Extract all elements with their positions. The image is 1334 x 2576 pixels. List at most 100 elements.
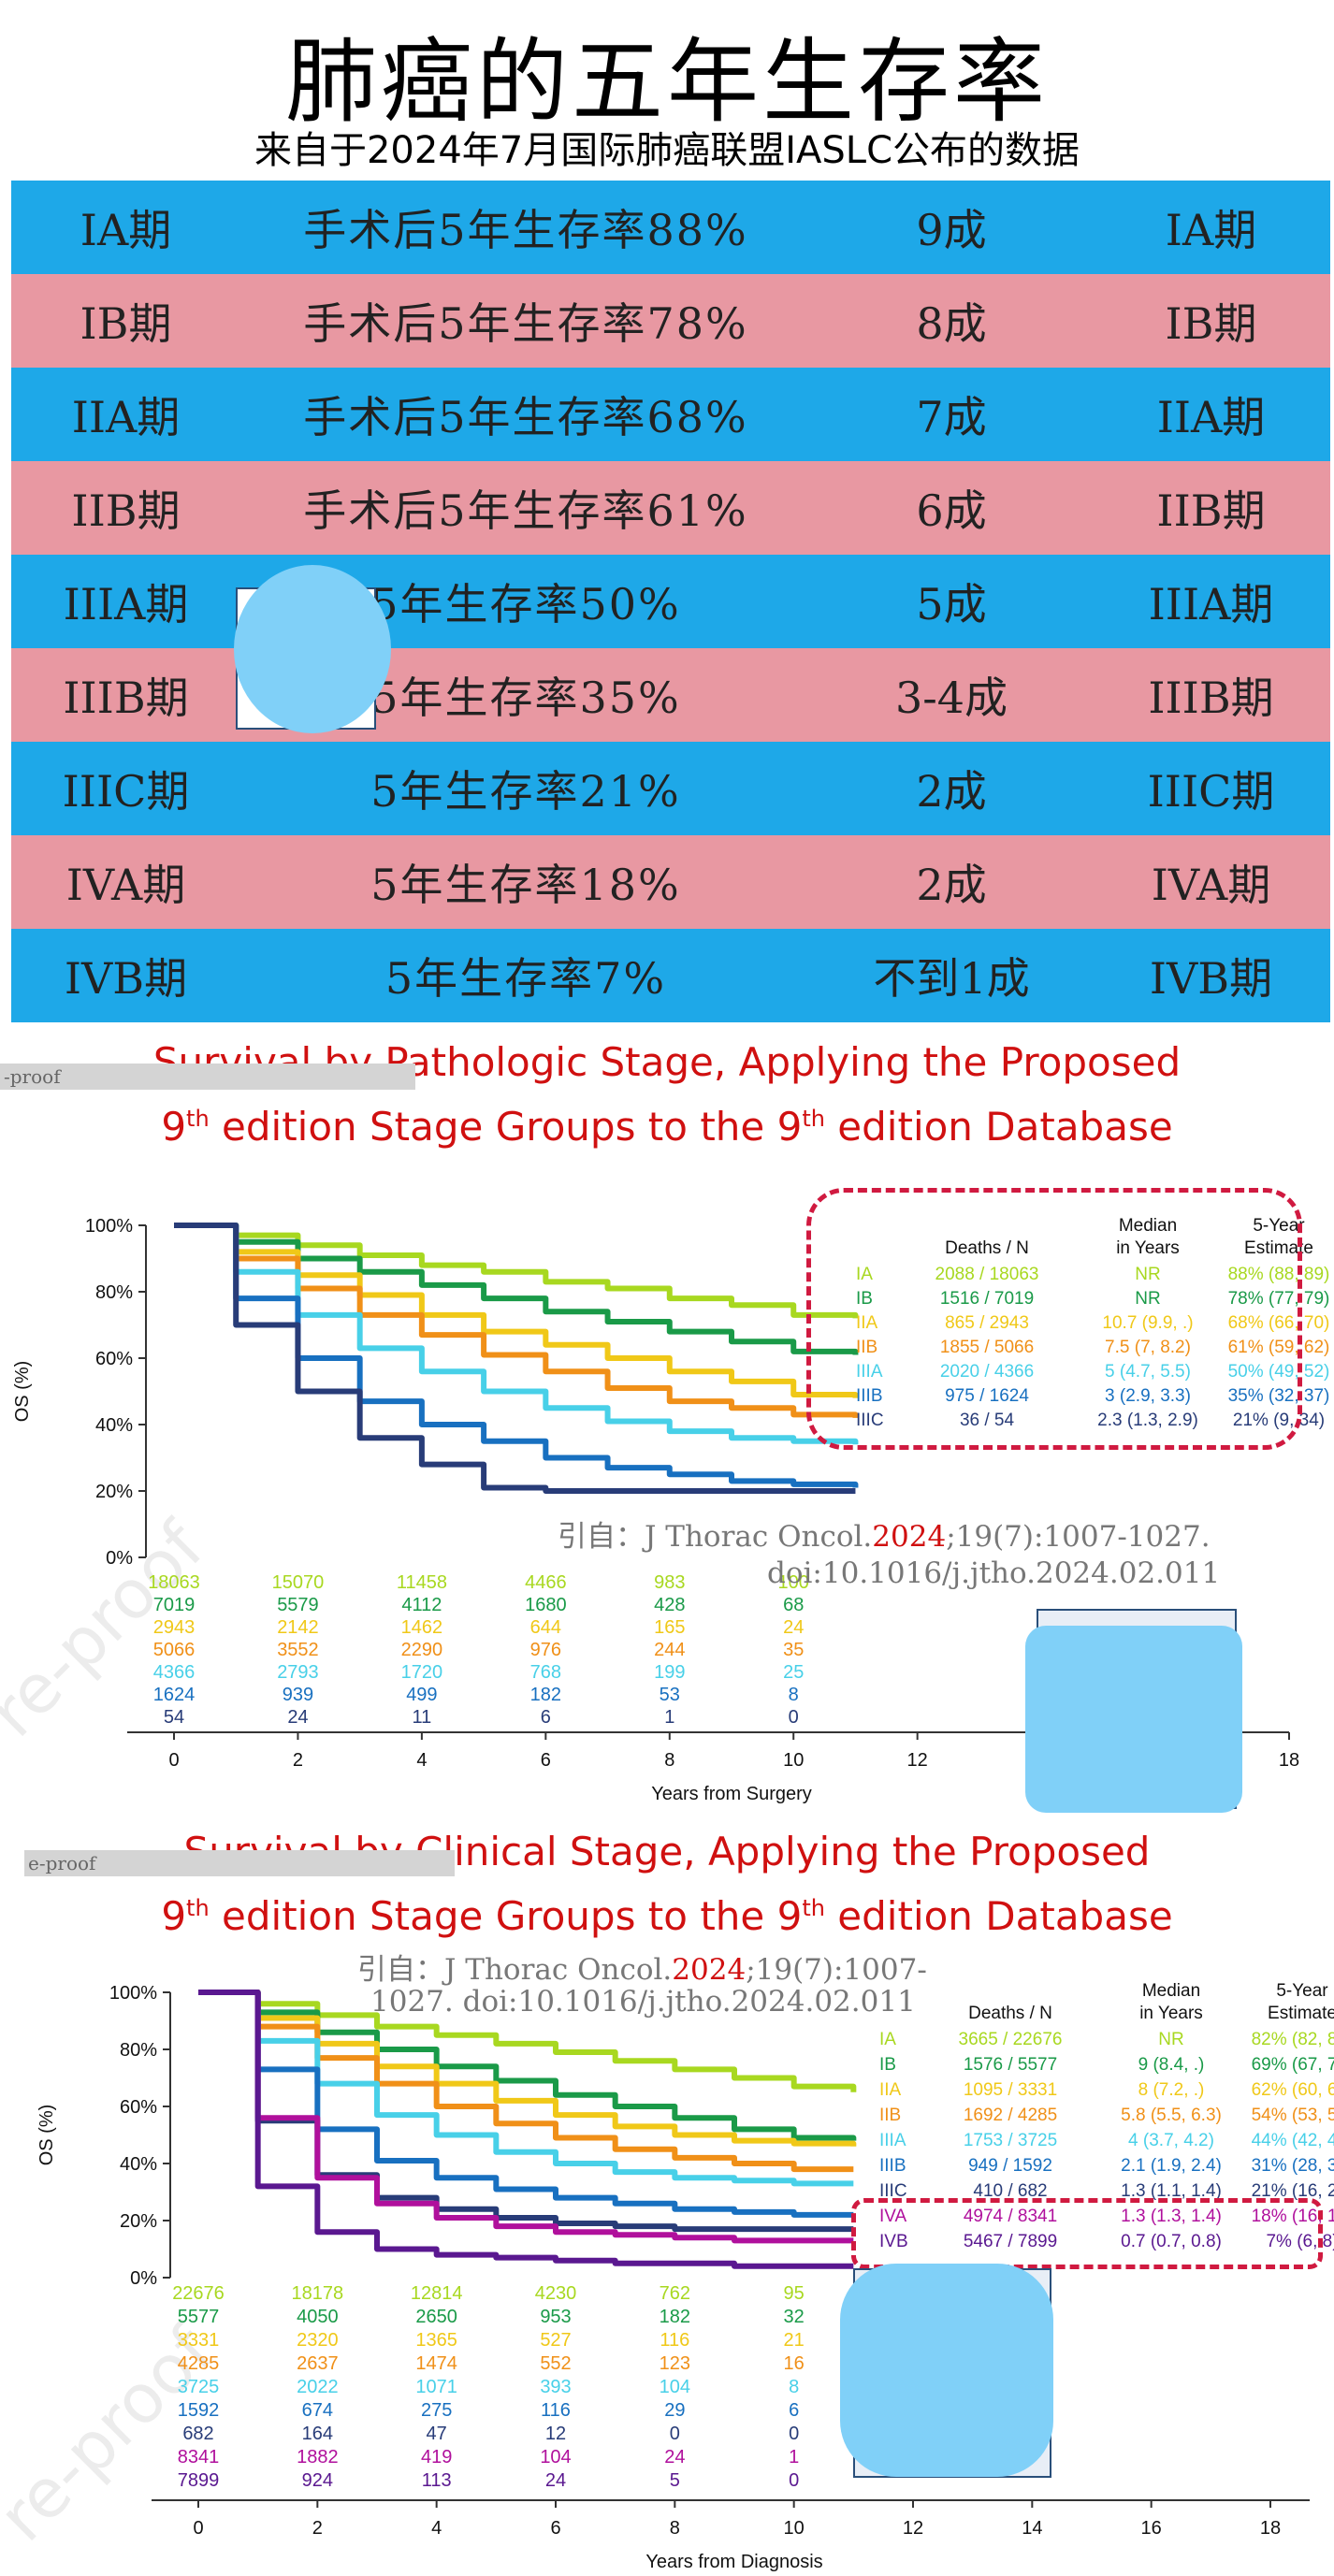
legend-deaths-n: 5467 / 7899 (964, 2232, 1057, 2251)
survival-rate-text: 手术后5年生存率61% (303, 485, 748, 536)
stage-row: IIIB期 5年生存率35% 3-4成 IIIB期 (11, 648, 1330, 742)
at-risk-count: 939 (283, 1685, 313, 1705)
stage-label-right: IVB期 (1149, 953, 1273, 1004)
legend-header: Median (1142, 1983, 1200, 2001)
y-tick-label: 20% (120, 2211, 157, 2232)
legend-header: Estimate (1244, 1238, 1313, 1258)
at-risk-count: 29 (664, 2400, 685, 2421)
y-axis-label: OS (%) (36, 2105, 57, 2166)
legend-median: 8 (7.2, .) (1138, 2080, 1205, 2100)
at-risk-count: 2637 (297, 2353, 339, 2374)
legend-header: in Years (1139, 2004, 1203, 2023)
legend-median: NR (1135, 1265, 1160, 1284)
legend-header: 5-Year (1276, 1983, 1328, 2001)
at-risk-count: 5 (670, 2470, 680, 2491)
clinical-stage-chart: 0% 20% 40% 60% 80% 100% OS (%) Deaths / N Median… (36, 1983, 1334, 2572)
x-tick-label: 12 (903, 2518, 923, 2539)
at-risk-count: 5066 (153, 1640, 196, 1660)
at-risk-count: 18063 (148, 1572, 200, 1593)
stage-label: IB期 (80, 298, 172, 349)
y-tick-label: 20% (95, 1482, 133, 1502)
title-sup: th (802, 1895, 825, 1921)
at-risk-count: 116 (660, 2330, 689, 2351)
at-risk-count: 1365 (415, 2330, 457, 2351)
x-tick-label: 4 (431, 2518, 442, 2539)
at-risk-count: 2290 (401, 1640, 443, 1660)
at-risk-count: 419 (421, 2447, 452, 2467)
stage-label-right: IA期 (1165, 205, 1257, 255)
legend-stage: IIA (879, 2080, 902, 2100)
x-axis-label: Years from Diagnosis (645, 2552, 822, 2572)
x-tick-label: 8 (664, 1750, 674, 1771)
citation-year: 2024 (672, 1953, 747, 1987)
survival-rate-text: 5年生存率35% (370, 673, 681, 723)
stage-table: IA期 手术后5年生存率88% 9成 IA期 IB期 手术后5年生存率78% 8… (11, 181, 1330, 1022)
x-tick-label: 6 (550, 2518, 560, 2539)
legend-median: 3 (2.9, 3.3) (1105, 1386, 1191, 1406)
title-sup: th (186, 1106, 210, 1132)
title-text: edition Database (824, 1893, 1173, 1939)
legend-stage: IB (879, 2055, 896, 2075)
chart1-title-line2: 9th edition Stage Groups to the 9th edit… (0, 1091, 1334, 1155)
legend-deaths-n: 2088 / 18063 (935, 1265, 1039, 1284)
series-line-IIA (174, 1223, 859, 1398)
at-risk-count: 8341 (178, 2447, 220, 2467)
series-line-IIIB (198, 1990, 854, 2218)
at-risk-count: 12814 (411, 2283, 463, 2304)
legend-median: 9 (8.4, .) (1138, 2055, 1205, 2075)
at-risk-count: 25 (783, 1662, 804, 1683)
tenths-text: 6成 (916, 485, 987, 536)
title-text: edition Stage Groups to the 9 (209, 1104, 803, 1150)
legend-stage: IIB (879, 2106, 901, 2125)
y-tick-label: 60% (120, 2097, 157, 2118)
y-tick-label: 60% (95, 1349, 133, 1369)
survival-rate-text: 5年生存率21% (370, 766, 681, 817)
at-risk-count: 4230 (535, 2283, 577, 2304)
series-line-IVA (198, 1990, 854, 2244)
legend-median: 10.7 (9.9, .) (1102, 1313, 1193, 1333)
tenths-text: 9成 (916, 205, 987, 255)
legend-estimate: 50% (49, 52) (1228, 1362, 1330, 1382)
at-risk-count: 768 (530, 1662, 561, 1683)
x-tick-label: 10 (784, 2518, 805, 2539)
citation-prefix: 引自：J Thorac Oncol. (357, 1953, 673, 1987)
at-risk-count: 18178 (292, 2283, 344, 2304)
series-line-IB (174, 1223, 859, 1355)
at-risk-count: 16 (784, 2353, 805, 2374)
stage-row: IA期 手术后5年生存率88% 9成 IA期 (11, 181, 1330, 274)
at-risk-count: 3331 (178, 2330, 220, 2351)
at-risk-count: 6 (541, 1707, 551, 1728)
y-tick-label: 40% (95, 1415, 133, 1436)
at-risk-count: 15070 (272, 1572, 325, 1593)
at-risk-count: 953 (540, 2307, 571, 2327)
at-risk-count: 393 (540, 2377, 571, 2397)
legend-stage: IVA (879, 2207, 907, 2226)
at-risk-count: 35 (783, 1640, 804, 1660)
legend-median: 1.3 (1.1, 1.4) (1121, 2181, 1222, 2201)
at-risk-count: 165 (654, 1617, 685, 1638)
at-risk-count: 22676 (172, 2283, 225, 2304)
x-tick-label: 12 (907, 1750, 928, 1771)
at-risk-count: 6 (789, 2400, 799, 2421)
page-subtitle: 来自于2024年7月国际肺癌联盟IASLC公布的数据 (254, 129, 1080, 172)
citation-year: 2024 (872, 1520, 947, 1554)
legend-median: 2.1 (1.9, 2.4) (1121, 2156, 1222, 2176)
at-risk-count: 2142 (277, 1617, 319, 1638)
at-risk-count: 499 (406, 1685, 437, 1705)
tenths-text: 5成 (916, 579, 987, 630)
survival-rate-text: 5年生存率7% (384, 953, 667, 1004)
legend-deaths-n: 4974 / 8341 (964, 2207, 1057, 2226)
legend-deaths-n: 3665 / 22676 (959, 2030, 1063, 2049)
at-risk-count: 976 (530, 1640, 561, 1660)
stage-label: IIIC期 (62, 766, 190, 817)
legend-estimate: 78% (77, 79) (1228, 1289, 1330, 1309)
at-risk-count: 674 (302, 2400, 333, 2421)
legend-stage: IA (879, 2030, 896, 2049)
y-tick-label: 0% (106, 1548, 133, 1569)
legend-estimate: 35% (32, 37) (1228, 1386, 1330, 1406)
title-text: 9 (161, 1104, 187, 1150)
at-risk-count: 12 (545, 2424, 566, 2444)
tenths-text: 3-4成 (894, 673, 1008, 723)
legend-estimate: 61% (59, 62) (1228, 1338, 1330, 1357)
at-risk-count: 428 (654, 1595, 685, 1615)
